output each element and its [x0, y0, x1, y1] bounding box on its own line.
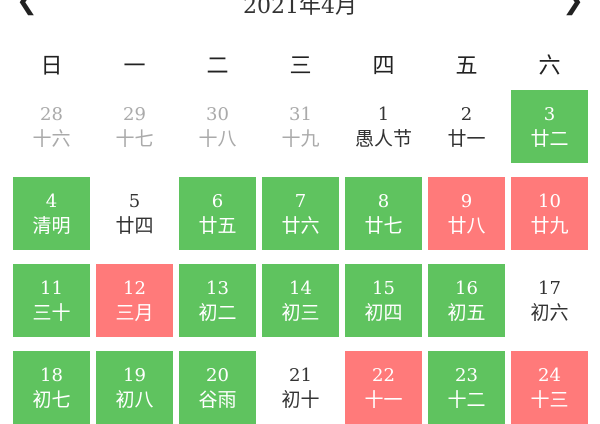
- day-number: 2: [460, 103, 473, 125]
- day-cell[interactable]: 23 十二: [428, 351, 505, 424]
- day-number: 18: [40, 364, 63, 386]
- day-cell[interactable]: 20 谷雨: [179, 351, 256, 424]
- calendar-grid: 28 十六 29 十七 30 十八 31 十九 1 愚人节 2 廿一 3 廿二 4 清明 5 廿四 6 廿五 7 廿六 8 廿…: [13, 90, 588, 424]
- prev-month-button[interactable]: ❮: [16, 0, 38, 16]
- day-cell[interactable]: 21 初十: [262, 351, 339, 424]
- lunar-label: 三十: [32, 301, 71, 324]
- day-cell[interactable]: 8 廿七: [345, 177, 422, 250]
- weekday-label: 四: [372, 54, 395, 79]
- day-number: 16: [455, 277, 478, 299]
- day-number: 1: [377, 103, 390, 125]
- day-cell[interactable]: 6 廿五: [179, 177, 256, 250]
- day-cell[interactable]: 28 十六: [13, 90, 90, 163]
- lunar-label: 三月: [115, 301, 154, 324]
- day-number: 7: [294, 190, 307, 212]
- chevron-left-icon: ❮: [16, 0, 38, 16]
- day-number: 29: [123, 103, 146, 125]
- lunar-label: 清明: [32, 214, 71, 237]
- lunar-label: 愚人节: [354, 127, 412, 150]
- day-cell[interactable]: 13 初二: [179, 264, 256, 337]
- day-number: 19: [123, 364, 146, 386]
- day-cell[interactable]: 16 初五: [428, 264, 505, 337]
- day-cell[interactable]: 24 十三: [511, 351, 588, 424]
- day-number: 3: [543, 103, 556, 125]
- day-cell[interactable]: 12 三月: [96, 264, 173, 337]
- day-number: 28: [40, 103, 63, 125]
- day-cell[interactable]: 15 初四: [345, 264, 422, 337]
- day-number: 17: [538, 277, 561, 299]
- day-cell[interactable]: 10 廿九: [511, 177, 588, 250]
- lunar-label: 十八: [198, 127, 237, 150]
- weekday-header: 日一二三四五六: [10, 48, 591, 80]
- lunar-label: 初三: [281, 301, 320, 324]
- day-number: 15: [372, 277, 395, 299]
- day-cell[interactable]: 11 三十: [13, 264, 90, 337]
- day-cell[interactable]: 19 初八: [96, 351, 173, 424]
- day-cell[interactable]: 22 十一: [345, 351, 422, 424]
- day-number: 14: [289, 277, 312, 299]
- day-cell[interactable]: 29 十七: [96, 90, 173, 163]
- day-number: 4: [45, 190, 58, 212]
- weekday-label: 六: [538, 54, 561, 79]
- day-number: 24: [538, 364, 561, 386]
- day-number: 9: [460, 190, 473, 212]
- day-number: 13: [206, 277, 229, 299]
- day-cell[interactable]: 4 清明: [13, 177, 90, 250]
- lunar-label: 廿二: [530, 127, 569, 150]
- day-number: 8: [377, 190, 390, 212]
- day-cell[interactable]: 2 廿一: [428, 90, 505, 163]
- day-cell[interactable]: 18 初七: [13, 351, 90, 424]
- day-cell[interactable]: 30 十八: [179, 90, 256, 163]
- lunar-label: 廿六: [281, 214, 320, 237]
- month-title: 2021年4月: [243, 0, 357, 19]
- weekday-label: 日: [40, 54, 63, 79]
- weekday-label: 二: [206, 54, 229, 79]
- day-number: 5: [128, 190, 141, 212]
- weekday-label: 五: [455, 54, 478, 79]
- lunar-label: 廿七: [364, 214, 403, 237]
- lunar-label: 十九: [281, 127, 320, 150]
- lunar-label: 十七: [115, 127, 154, 150]
- day-cell[interactable]: 3 廿二: [511, 90, 588, 163]
- lunar-label: 初二: [198, 301, 237, 324]
- day-cell[interactable]: 5 廿四: [96, 177, 173, 250]
- chevron-right-icon: ❯: [562, 0, 584, 16]
- day-number: 22: [372, 364, 395, 386]
- day-cell[interactable]: 7 廿六: [262, 177, 339, 250]
- day-cell[interactable]: 17 初六: [511, 264, 588, 337]
- lunar-label: 廿四: [115, 214, 154, 237]
- lunar-label: 廿一: [447, 127, 486, 150]
- day-number: 10: [538, 190, 561, 212]
- day-cell[interactable]: 9 廿八: [428, 177, 505, 250]
- day-number: 11: [40, 277, 63, 299]
- lunar-label: 初四: [364, 301, 403, 324]
- day-number: 30: [206, 103, 229, 125]
- next-month-button[interactable]: ❯: [562, 0, 584, 16]
- day-cell[interactable]: 1 愚人节: [345, 90, 422, 163]
- day-number: 20: [206, 364, 229, 386]
- weekday-label: 三: [289, 54, 312, 79]
- weekday-label: 一: [123, 54, 146, 79]
- day-cell[interactable]: 31 十九: [262, 90, 339, 163]
- day-number: 23: [455, 364, 478, 386]
- lunar-label: 初五: [447, 301, 486, 324]
- day-number: 31: [289, 103, 312, 125]
- lunar-label: 廿八: [447, 214, 486, 237]
- day-cell[interactable]: 14 初三: [262, 264, 339, 337]
- day-number: 12: [123, 277, 146, 299]
- lunar-label: 初六: [530, 301, 569, 324]
- day-number: 21: [289, 364, 312, 386]
- lunar-label: 廿五: [198, 214, 237, 237]
- day-number: 6: [211, 190, 224, 212]
- lunar-label: 廿九: [530, 214, 569, 237]
- lunar-label: 十六: [32, 127, 71, 150]
